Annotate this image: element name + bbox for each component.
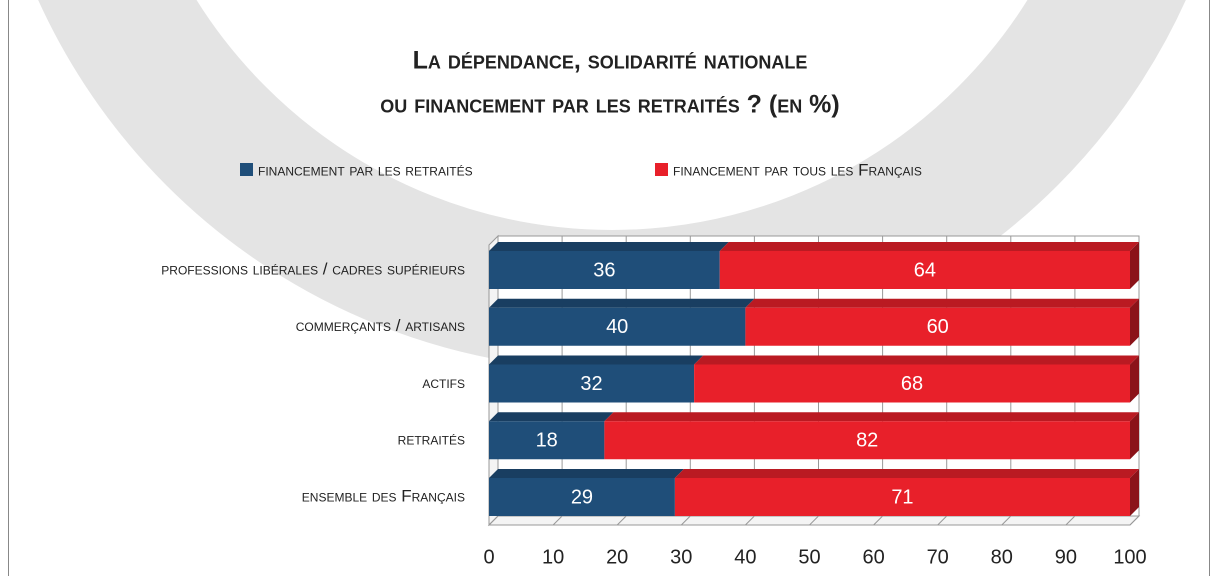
y-tick-label: retraités: [398, 430, 465, 449]
bar-top: [489, 469, 684, 478]
bar: [489, 307, 746, 346]
legend-label: financement par les retraités: [258, 160, 473, 179]
bar: [745, 307, 1130, 346]
bar-side: [1130, 298, 1139, 346]
y-tick-label: commerçants / artisans: [296, 316, 465, 335]
x-tick-label: 60: [862, 546, 884, 568]
bar-top: [489, 298, 755, 308]
x-tick-label: 70: [927, 546, 949, 568]
floor-line: [1129, 515, 1140, 526]
floor-line: [809, 515, 819, 526]
bar-side: [1130, 469, 1139, 516]
x-tick-label: 20: [606, 546, 628, 568]
bar: [719, 251, 1130, 289]
bar: [489, 478, 675, 516]
data-label: 64: [914, 259, 936, 281]
data-label: 40: [606, 316, 628, 338]
bar: [674, 478, 1130, 516]
x-tick-label: 10: [542, 546, 564, 568]
bar-top: [674, 469, 1139, 478]
floor-line: [873, 515, 883, 526]
x-tick-label: 50: [798, 546, 820, 568]
x-tick-label: 90: [1055, 546, 1077, 568]
floor-line: [680, 515, 691, 526]
data-label: 32: [580, 373, 602, 395]
bar-side: [1130, 412, 1139, 460]
y-tick-label: ensemble des Français: [302, 486, 465, 505]
bar-side: [1130, 242, 1139, 289]
bar: [604, 421, 1130, 460]
bar: [489, 251, 720, 289]
floor-line: [488, 515, 499, 526]
data-label: 36: [593, 259, 615, 281]
x-tick-label: 80: [991, 546, 1013, 568]
floor-line: [1065, 515, 1076, 526]
data-label: 68: [901, 373, 923, 395]
chart-title: La dépendance, solidarité nationale: [413, 47, 808, 75]
bar-top: [745, 298, 1139, 308]
data-label: 82: [856, 430, 878, 452]
bar-top: [489, 355, 704, 365]
data-label: 29: [571, 486, 593, 508]
x-tick-label: 30: [670, 546, 692, 568]
x-tick-label: 100: [1113, 546, 1146, 568]
legend-label: financement par tous les Français: [673, 160, 922, 179]
legend-swatch: [240, 163, 253, 176]
x-tick-label: 0: [483, 546, 494, 568]
legend-swatch: [655, 163, 668, 176]
bar-top: [604, 412, 1139, 422]
floor-line: [1001, 515, 1012, 526]
bar: [489, 421, 605, 460]
floor-line: [552, 515, 563, 526]
bar-top: [489, 242, 729, 251]
floor-line: [616, 515, 627, 526]
data-label: 71: [891, 486, 913, 508]
floor-line: [745, 515, 755, 526]
bar-top: [489, 412, 614, 422]
data-label: 60: [927, 316, 949, 338]
floor-line: [937, 515, 948, 526]
chart-title: ou financement par les retraités ? (en %…: [380, 91, 839, 119]
data-label: 18: [536, 430, 558, 452]
bar: [489, 364, 695, 403]
frame: [8, 0, 1210, 576]
bar: [694, 364, 1130, 403]
bar-top: [719, 242, 1139, 251]
bar-side: [1130, 355, 1139, 403]
y-tick-label: professions libérales / cadres supérieur…: [161, 259, 465, 278]
x-tick-label: 40: [734, 546, 756, 568]
bar-top: [694, 355, 1139, 365]
y-tick-label: actifs: [422, 373, 465, 392]
